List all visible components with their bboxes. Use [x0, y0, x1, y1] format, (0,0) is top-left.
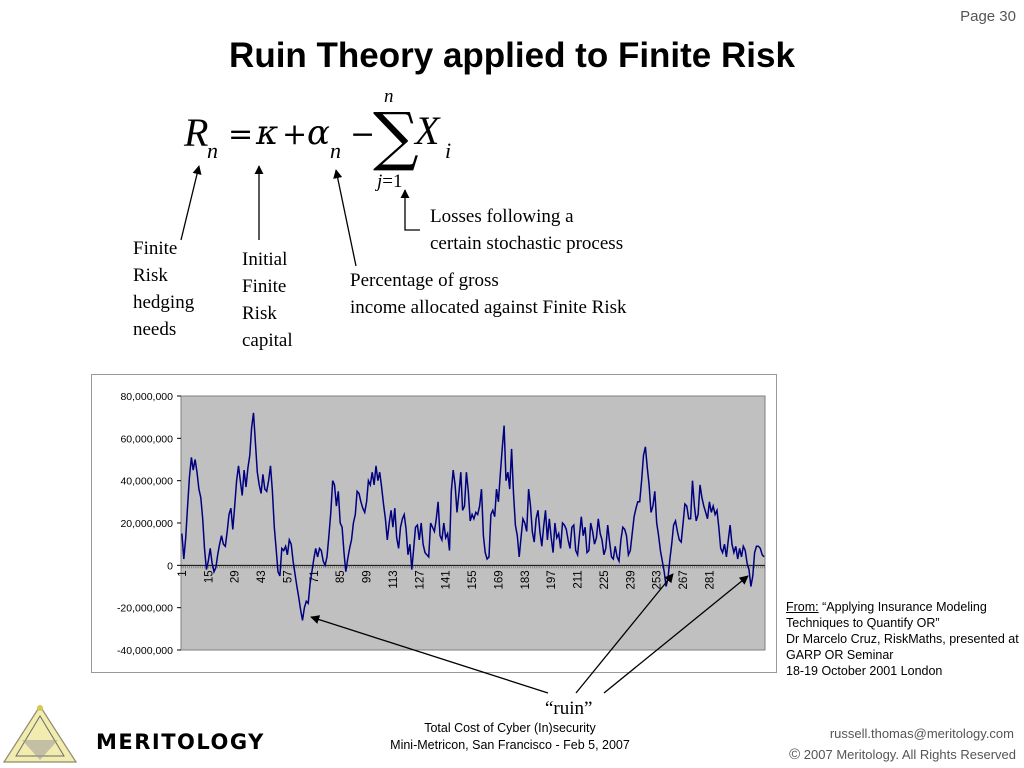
logo-triangle-icon — [2, 704, 78, 763]
y-axis-ticks: 80,000,000 60,000,000 40,000,000 20,000,000… — [117, 391, 181, 657]
x-tick-label: 113 — [388, 570, 400, 588]
svg-text:j=1: j=1 — [374, 171, 403, 192]
label-percentage-of-gross-income: Percentage of gross income allocated aga… — [350, 270, 627, 318]
y-tick-label: -20,000,000 — [117, 603, 173, 615]
x-tick-label: 155 — [467, 570, 479, 589]
svg-text:+: + — [282, 117, 307, 152]
y-tick-label: 20,000,000 — [120, 518, 173, 530]
svg-text:n: n — [207, 138, 218, 163]
x-minor-ticks — [181, 565, 765, 569]
x-tick-label: 239 — [625, 570, 637, 589]
page-number: Page 30 — [960, 8, 1016, 25]
y-tick-label: 40,000,000 — [120, 476, 173, 488]
x-tick-label: 15 — [203, 570, 215, 583]
x-tick-label: 183 — [520, 570, 532, 589]
svg-text:i: i — [445, 138, 451, 163]
x-tick-label: 29 — [230, 570, 242, 583]
label-finite-risk-hedging-needs: Finite Risk hedging needs — [133, 238, 195, 340]
ruin-chart: 80,000,000 60,000,000 40,000,000 20,000,000… — [91, 374, 777, 673]
y-tick-label: 60,000,000 — [120, 433, 173, 445]
footer-line-2: Mini-Metricon, San Francisco - Feb 5, 20… — [390, 738, 630, 752]
footer-email: russell.thomas@meritology.com — [829, 726, 1014, 741]
label-initial-finite-risk-capital: Initial Finite Risk capital — [242, 249, 293, 351]
source-note: From: “Applying Insurance Modeling Techn… — [786, 599, 1021, 679]
plot-area — [180, 395, 766, 651]
x-tick-label: 1 — [177, 570, 189, 576]
svg-text:n: n — [384, 86, 394, 107]
y-tick-label: 0 — [167, 560, 173, 572]
svg-text:α: α — [307, 113, 330, 153]
ruin-chart-svg: 80,000,000 60,000,000 40,000,000 20,000,000… — [117, 391, 766, 657]
x-tick-label: 267 — [678, 570, 690, 589]
svg-text:n: n — [330, 138, 341, 163]
x-tick-label: 197 — [546, 570, 558, 589]
svg-text:∑: ∑ — [373, 100, 419, 174]
meritology-logo: MERITOLOGY — [2, 704, 265, 763]
x-tick-label: 127 — [414, 570, 426, 589]
copyright-text: 2007 Meritology. All Rights Reserved — [800, 747, 1016, 762]
source-from-label: From: — [786, 600, 819, 614]
y-tick-label: 80,000,000 — [120, 391, 173, 403]
svg-text:−: − — [350, 117, 375, 152]
footer-line-1: Total Cost of Cyber (In)security — [424, 721, 596, 735]
slide-title: Ruin Theory applied to Finite Risk — [229, 36, 795, 75]
y-tick-label: -40,000,000 — [117, 645, 173, 657]
svg-text:κ: κ — [255, 113, 278, 153]
source-text: “Applying Insurance Modeling Techniques … — [786, 600, 1019, 678]
x-tick-label: 43 — [256, 570, 268, 583]
footer-center: Total Cost of Cyber (In)security Mini-Me… — [360, 720, 660, 754]
x-tick-label: 141 — [441, 570, 453, 589]
ruin-label: “ruin” — [545, 698, 593, 719]
x-tick-label: 57 — [282, 570, 294, 583]
x-tick-label: 225 — [599, 570, 611, 589]
x-tick-label: 85 — [335, 570, 347, 583]
ruin-formula: R n = κ + α n − ∑ n j=1 X i — [183, 86, 451, 192]
copyright-symbol: © — [789, 746, 801, 763]
svg-text:X: X — [413, 108, 441, 153]
label-losses-stochastic-process: Losses following a certain stochastic pr… — [430, 206, 624, 254]
svg-text:R: R — [183, 110, 208, 155]
x-tick-label: 99 — [362, 570, 374, 583]
svg-text:=: = — [228, 117, 253, 152]
x-tick-label: 281 — [704, 570, 716, 589]
x-tick-label: 211 — [573, 570, 585, 588]
footer-copyright: © 2007 Meritology. All Rights Reserved — [789, 746, 1016, 763]
x-tick-label: 253 — [652, 570, 664, 589]
x-tick-label: 169 — [493, 570, 505, 589]
logo-wordmark: MERITOLOGY — [96, 730, 265, 754]
